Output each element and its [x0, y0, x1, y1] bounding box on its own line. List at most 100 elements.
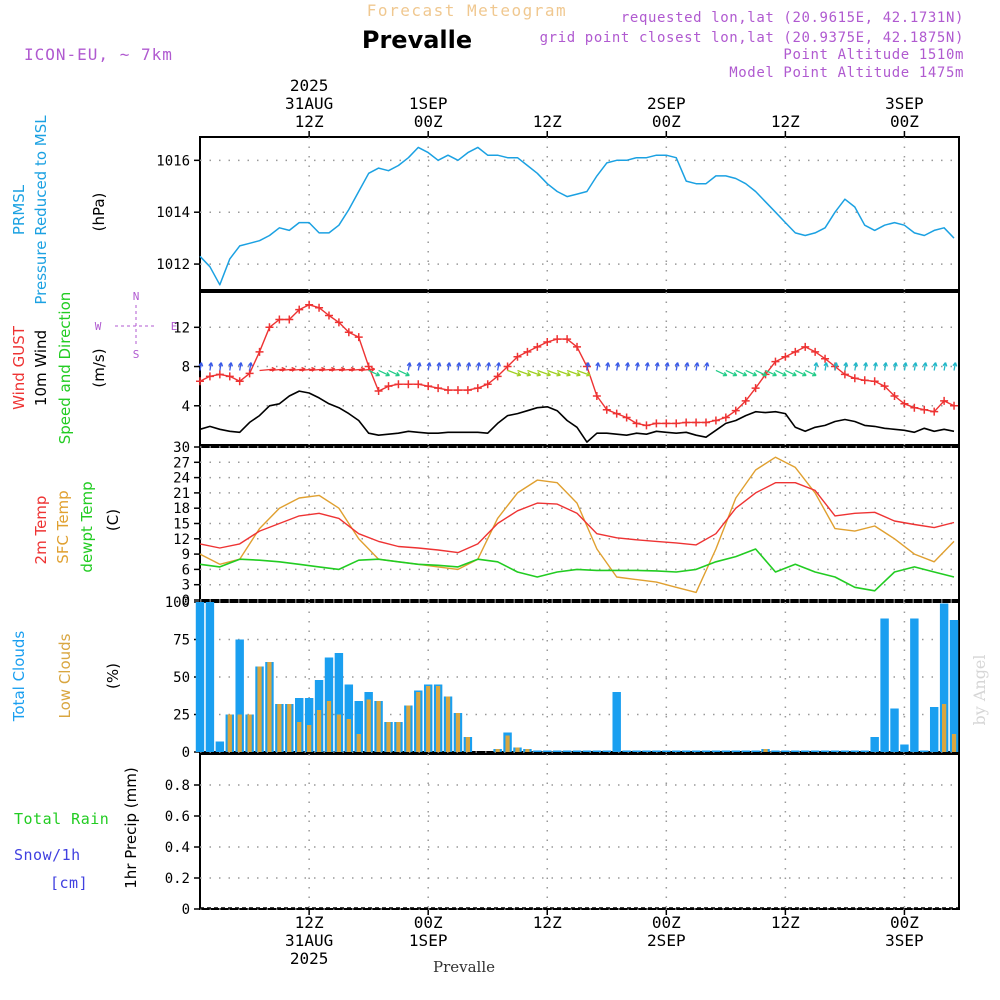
wind-labels: Wind GUST 10m Wind Speed and Direction (…	[10, 290, 177, 444]
total-cloud-bar	[354, 701, 363, 752]
gust-marker	[235, 377, 244, 386]
low-cloud-bar	[763, 749, 768, 752]
gust-marker	[424, 382, 433, 391]
total-cloud-bar	[612, 692, 621, 752]
gust-marker	[721, 413, 730, 422]
low-cloud-bar	[356, 734, 361, 752]
total-cloud-bar	[652, 750, 661, 752]
wind-arrow	[765, 369, 777, 377]
wind-arrow	[416, 362, 422, 371]
total-cloud-bar	[602, 750, 612, 752]
header-title: Prevalle	[362, 26, 472, 54]
total-cloud-bar	[840, 750, 850, 752]
low-cloud-bar	[307, 725, 312, 752]
compass-rose: N W E S	[95, 290, 178, 361]
gust-marker	[315, 303, 324, 312]
pressure-line	[199, 146, 955, 286]
gust-marker	[533, 342, 542, 351]
total-cloud-bar	[632, 750, 641, 752]
low-cloud-bar	[505, 735, 510, 752]
dewpt-line	[199, 548, 955, 592]
low-cloud-bar	[942, 704, 947, 752]
wind-arrow	[843, 362, 849, 371]
top-tick-label: 31AUG	[285, 94, 333, 113]
total-cloud-bar	[900, 744, 909, 752]
y-tick-label: 0.4	[165, 840, 190, 856]
gust-marker	[791, 347, 800, 356]
gust-marker	[702, 418, 710, 427]
y-tick-label: 4	[182, 399, 190, 415]
total-cloud-bar	[741, 750, 750, 752]
cloud-label-low: Low Clouds	[56, 633, 74, 718]
sfc-temp-line	[199, 456, 955, 594]
low-cloud-bar	[227, 714, 232, 752]
wind-label-dir: Speed and Direction	[56, 292, 74, 445]
gust-marker	[850, 374, 859, 383]
total-cloud-bar	[711, 750, 721, 752]
top-tick-label: 00Z	[414, 112, 443, 131]
total-cloud-bar	[820, 750, 830, 752]
total-cloud-bar	[235, 639, 244, 752]
wind-arrow	[476, 362, 482, 371]
bottom-tick-label: 12Z	[533, 913, 562, 932]
gust-marker	[285, 315, 294, 324]
wind-arrow	[615, 362, 620, 371]
y-tick-label: 0.8	[165, 778, 190, 794]
header-requested: requested lon,lat (20.9615E, 42.1731N)	[621, 10, 964, 26]
wind-arrow	[674, 362, 680, 371]
precip-unit: 1hr Precip (mm)	[122, 767, 140, 888]
gust-marker	[573, 342, 582, 351]
total-cloud-bar	[850, 750, 860, 752]
header-model: ICON-EU, ~ 7km	[24, 45, 173, 64]
gust-marker	[632, 419, 641, 428]
y-tick-label: 50	[173, 670, 190, 686]
gust-marker	[910, 403, 919, 412]
gust-marker	[622, 413, 631, 422]
total-cloud-bar	[572, 750, 582, 752]
wind-arrow	[486, 362, 492, 371]
wind-arrow	[378, 369, 390, 377]
compass-s: S	[133, 348, 140, 361]
bottom-tick-label: 1SEP	[409, 931, 448, 950]
total-cloud-bar	[334, 653, 344, 752]
top-tick-label: 1SEP	[409, 94, 448, 113]
header-model-alt: Model Point Altitude 1475m	[729, 65, 964, 81]
total-cloud-bar	[533, 750, 542, 752]
compass-n: N	[133, 290, 140, 303]
low-cloud-bar	[237, 714, 242, 752]
clouds-panel: 0 25 50 75 100	[165, 595, 960, 761]
gust-marker	[453, 386, 462, 395]
low-cloud-bar	[445, 696, 451, 752]
wind-arrow	[644, 362, 650, 371]
gust-marker	[324, 311, 333, 320]
gust-marker	[711, 416, 720, 425]
gust-marker	[334, 318, 343, 327]
low-cloud-bar	[455, 713, 461, 752]
compass-e: E	[171, 320, 178, 333]
gust-marker	[493, 372, 502, 381]
total-cloud-bar	[205, 602, 215, 752]
wind-label-10m: 10m Wind	[32, 330, 50, 406]
wind-arrow	[823, 362, 829, 371]
wind-arrow	[527, 369, 542, 377]
low-cloud-bar	[287, 704, 292, 752]
wind-arrow	[795, 369, 807, 377]
y-tick-label: 12	[173, 320, 190, 336]
y-tick-label: 24	[173, 471, 190, 487]
gust-marker	[811, 347, 820, 356]
total-cloud-bar	[731, 750, 740, 752]
total-cloud-bar	[622, 750, 631, 752]
wind-arrow	[892, 362, 898, 371]
gust-marker	[801, 342, 810, 351]
total-cloud-bar	[800, 750, 810, 752]
temp-label-2m: 2m Temp	[32, 496, 50, 565]
low-cloud-bar	[495, 749, 500, 752]
total-cloud-bar	[672, 750, 681, 752]
temp-label-sfc: SFC Temp	[54, 490, 72, 563]
grid	[200, 754, 959, 910]
gust-marker	[880, 382, 889, 391]
wind-arrow	[775, 369, 787, 377]
gust-marker	[205, 372, 214, 381]
header-point-alt: Point Altitude 1510m	[783, 47, 964, 63]
gust-marker	[592, 391, 601, 400]
